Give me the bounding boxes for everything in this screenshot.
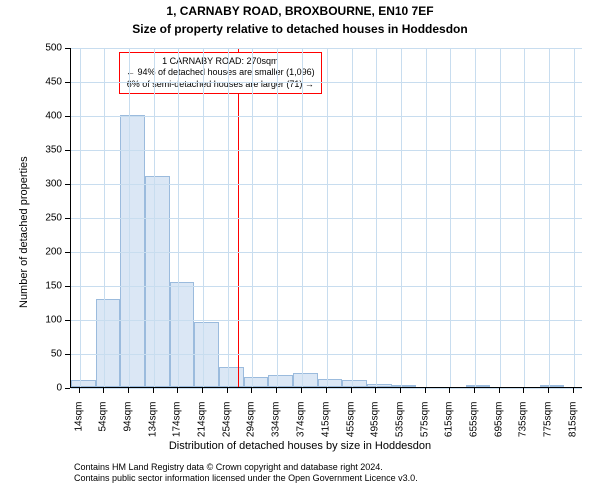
y-tick-label: 0 <box>0 383 62 394</box>
histogram-bar <box>96 299 121 387</box>
y-tick-label: 150 <box>0 281 62 292</box>
histogram-bar <box>244 377 269 387</box>
y-tick-label: 500 <box>0 43 62 54</box>
histogram-bar <box>120 115 145 387</box>
histogram-bar <box>466 385 491 387</box>
chart-title-line1: 1, CARNABY ROAD, BROXBOURNE, EN10 7EF <box>0 4 600 18</box>
y-tick-label: 400 <box>0 111 62 122</box>
histogram-bar <box>219 367 244 387</box>
footer-line: Contains HM Land Registry data © Crown c… <box>74 462 418 473</box>
y-tick-label: 200 <box>0 247 62 258</box>
y-tick-label: 300 <box>0 179 62 190</box>
annotation-box: 1 CARNABY ROAD: 270sqm ← 94% of detached… <box>119 52 322 94</box>
histogram-bar <box>392 385 417 387</box>
chart-footer: Contains HM Land Registry data © Crown c… <box>74 462 418 484</box>
footer-line: Contains public sector information licen… <box>74 473 418 484</box>
plot-area: 1 CARNABY ROAD: 270sqm ← 94% of detached… <box>70 48 582 388</box>
histogram-bar <box>268 375 293 387</box>
histogram-bar <box>145 176 170 387</box>
histogram-bar <box>318 379 343 387</box>
chart-title-line2: Size of property relative to detached ho… <box>0 22 600 36</box>
y-tick-label: 250 <box>0 213 62 224</box>
histogram-bar <box>342 380 367 387</box>
y-tick-label: 350 <box>0 145 62 156</box>
histogram-bar <box>170 282 195 387</box>
y-tick-label: 100 <box>0 315 62 326</box>
y-tick-label: 50 <box>0 349 62 360</box>
histogram-bar <box>540 385 565 387</box>
x-axis-label: Distribution of detached houses by size … <box>0 440 600 452</box>
histogram-bar <box>293 373 318 387</box>
y-tick-label: 450 <box>0 77 62 88</box>
histogram-bar <box>367 384 392 387</box>
histogram-bar <box>71 380 96 387</box>
chart-root: 1, CARNABY ROAD, BROXBOURNE, EN10 7EF Si… <box>0 0 600 500</box>
